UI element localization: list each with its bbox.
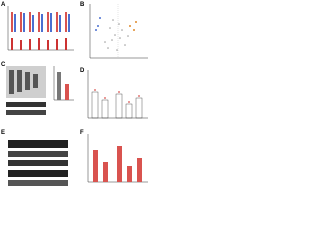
points-highlight: [129, 21, 137, 31]
panel-d-chart: [87, 70, 148, 119]
panel-f-chart: [87, 134, 148, 183]
panel-b-chart: [89, 4, 148, 59]
bars: [93, 146, 142, 182]
bars-red: [11, 12, 67, 32]
bars-blue: [14, 13, 70, 32]
page: A B C D E F (() => { const data = JSON.p…: [1, 2, 148, 186]
blot: [8, 151, 68, 157]
bars: [91, 91, 143, 119]
panel-label: C: [1, 62, 6, 68]
points: [104, 19, 129, 51]
gel-bands: [9, 70, 38, 94]
bar: [57, 72, 61, 100]
blot: [8, 170, 68, 177]
dots: [94, 89, 140, 103]
figure: A B C D E F: [1, 2, 148, 186]
blot: [8, 160, 68, 166]
blot: [6, 110, 46, 115]
bar: [65, 84, 69, 100]
panel-label: E: [1, 130, 5, 136]
blot: [6, 102, 46, 107]
panel-label: B: [80, 2, 85, 8]
blot: [8, 180, 68, 186]
panel-label: A: [1, 2, 6, 8]
blot: [8, 140, 68, 148]
axis: [89, 4, 148, 59]
bars-lower: [11, 38, 67, 50]
panel-c-chart: [6, 66, 74, 115]
panel-label: F: [80, 130, 84, 136]
axis: [7, 6, 74, 51]
panel-label: D: [80, 68, 85, 74]
panel-e-blots: [8, 140, 68, 186]
points-highlight: [95, 17, 101, 31]
panel-a-chart: [7, 6, 74, 51]
